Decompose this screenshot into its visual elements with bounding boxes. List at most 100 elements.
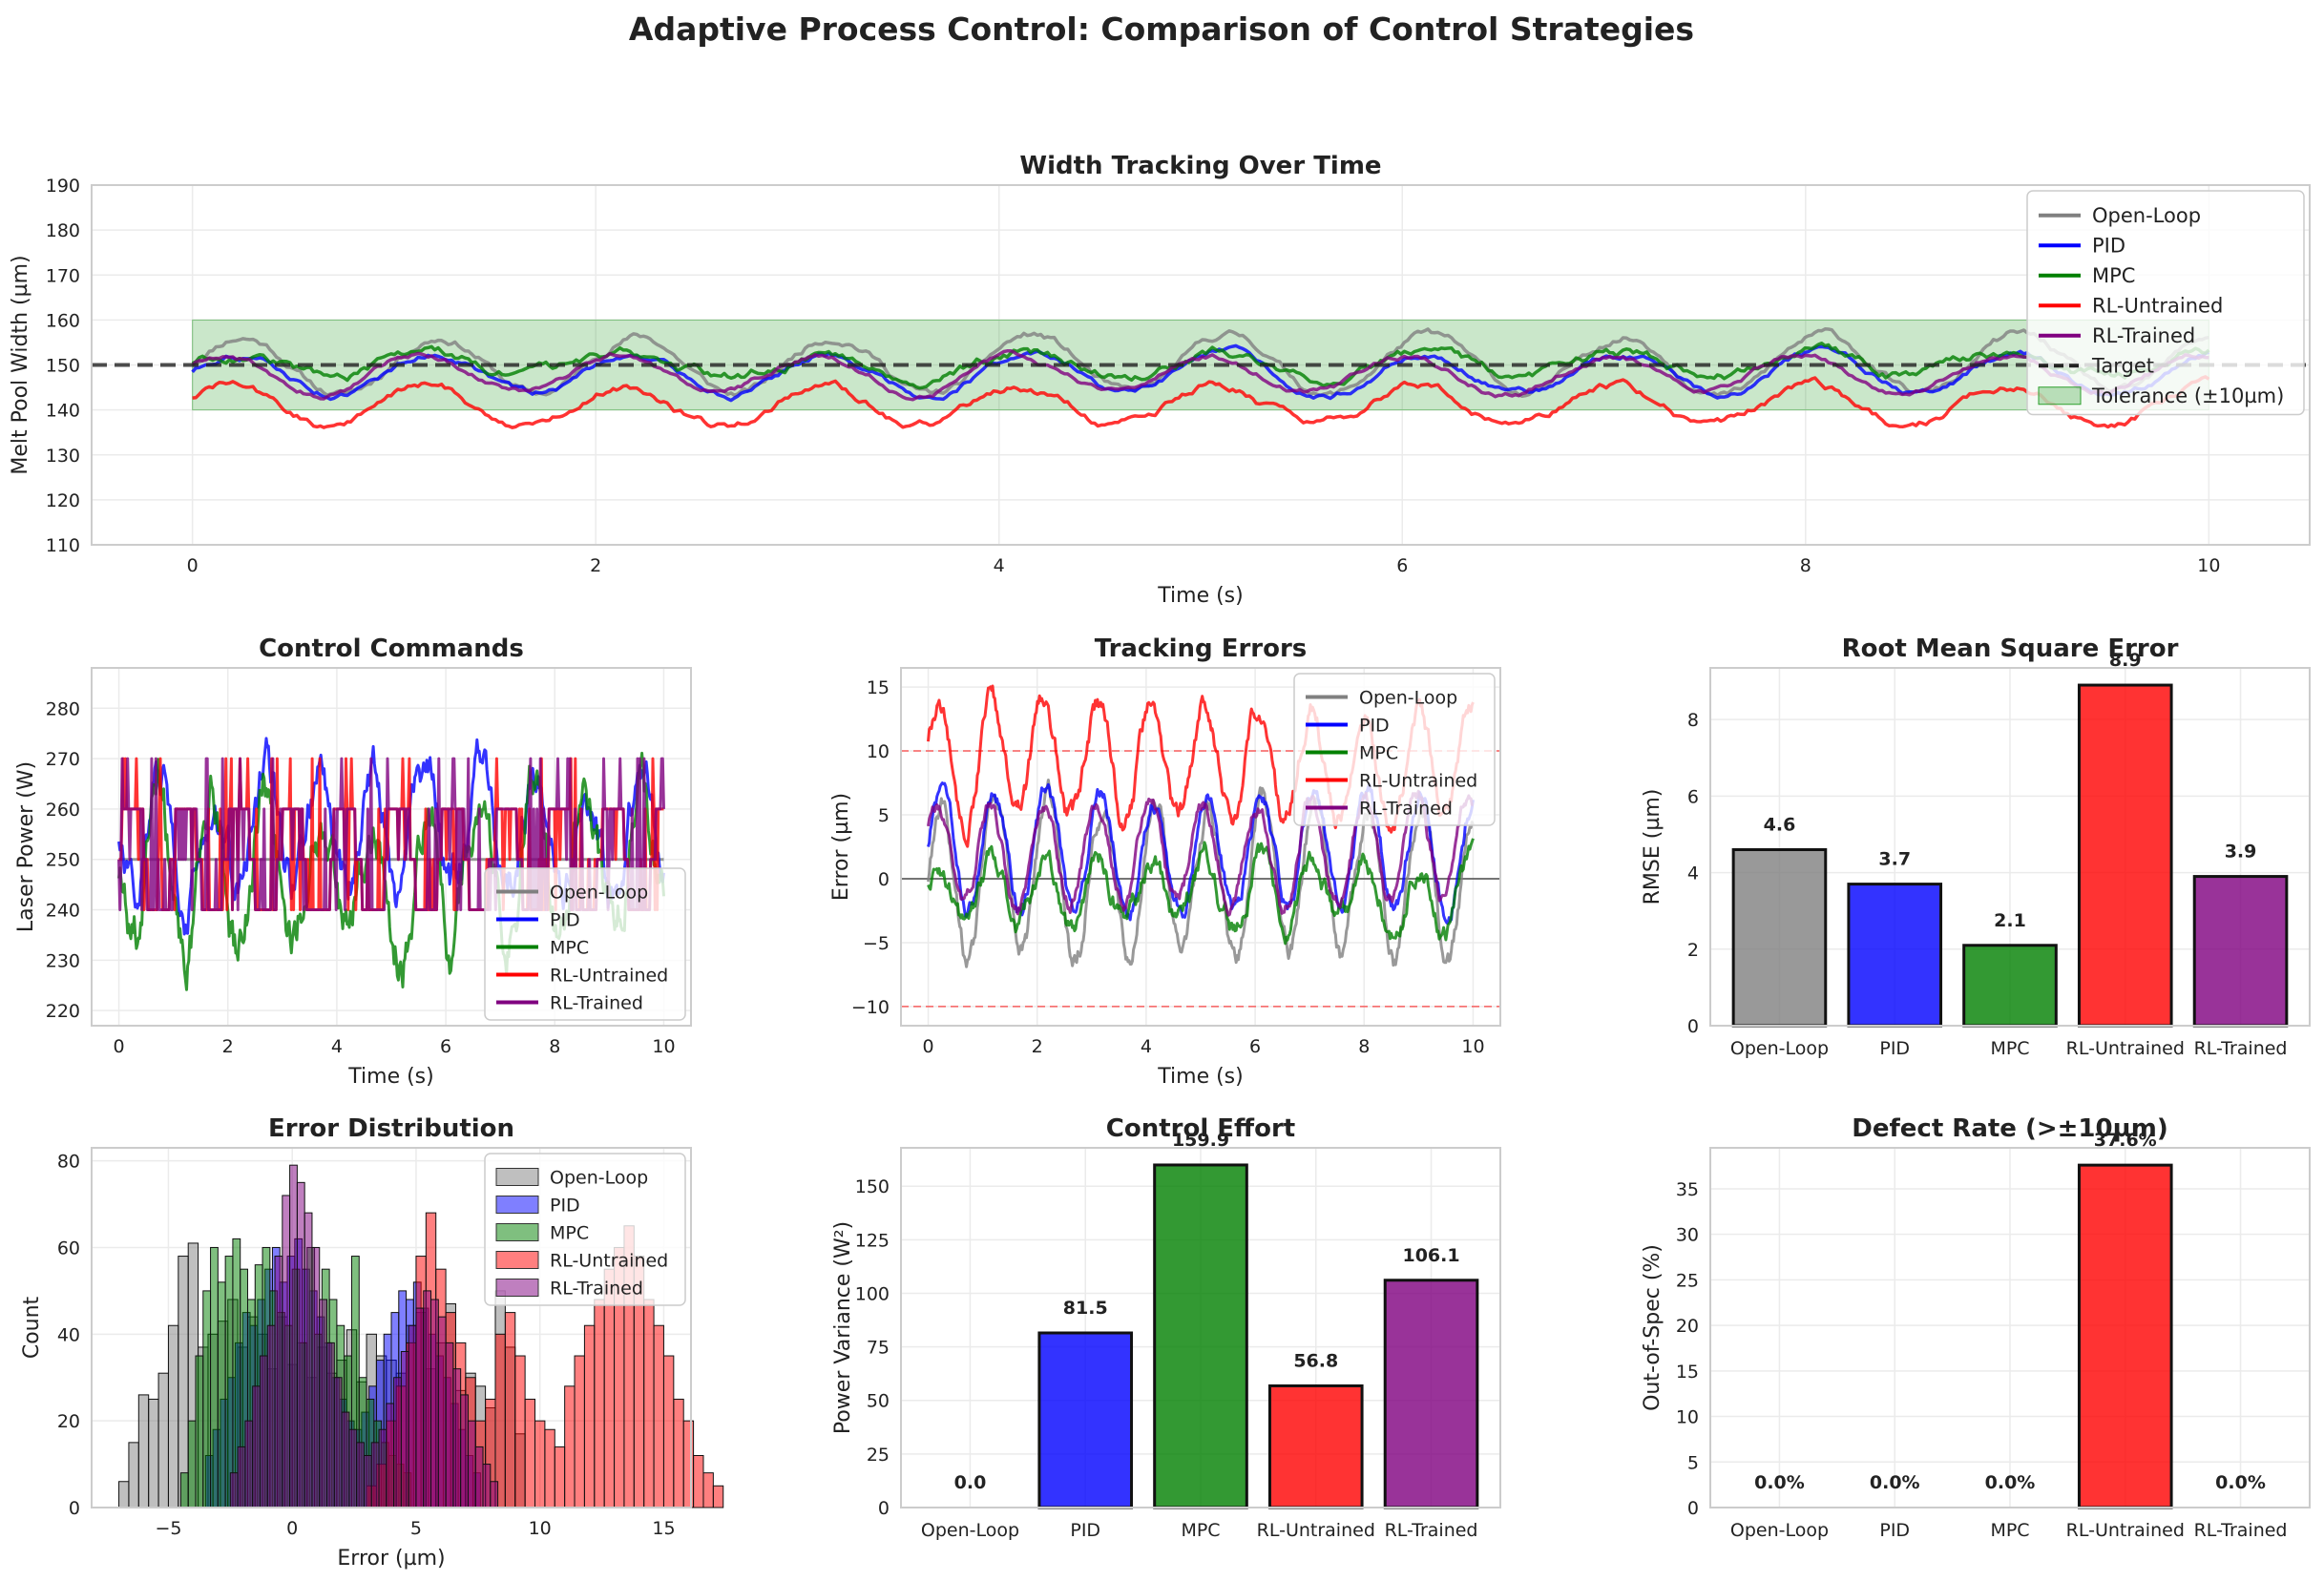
effort-ytick-label: 50 [867,1391,890,1412]
commands-ylabel: Laser Power (W) [14,761,38,932]
legend-swatch [495,1279,539,1297]
legend-swatch [495,1168,539,1186]
effort-title: Control Effort [1106,1114,1295,1143]
hist-bar-rl-trained [266,1324,276,1508]
legend-swatch [495,1196,539,1214]
effort-ytick-label: 150 [855,1176,890,1197]
legend-box [1293,673,1496,826]
series-line-mpc [927,838,1475,946]
effort-value-label: 56.8 [1293,1350,1338,1371]
legend-label: Open-Loop [550,883,648,904]
defect-data: 0.0% Open-Loop 0.0% PID 0.0% MPC 37.6% RL-Untra… [1730,1130,2288,1541]
series-line-rl-trained [191,348,2209,402]
legend-label: MPC [550,938,589,959]
effort-value-label: 81.5 [1063,1298,1108,1319]
errors-xtick-label: 8 [1358,1036,1370,1057]
commands-ytick-label: 280 [46,698,80,719]
rmse-value-label: 8.9 [2109,650,2142,671]
legend-label: Open-Loop [2092,204,2201,227]
hist-bar-rl-untrained [643,1299,655,1508]
legend-label: RL-Trained [550,993,643,1014]
width-frame [91,184,2311,546]
commands-xtick-label: 6 [440,1036,451,1057]
hist-bar-rl-untrained [594,1299,605,1508]
rmse-category-label: MPC [1990,1038,2029,1059]
legend-label: MPC [2092,264,2135,287]
defect-frame [1709,1147,2311,1508]
rmse-ytick-label: 2 [1687,940,1699,961]
distribution-xtick-label: 10 [529,1518,552,1539]
legend-label: RL-Trained [550,1279,643,1300]
commands-panel: 220 230 240 250 260 270 280 0 2 4 6 8 10 Control Comm… [14,634,692,1089]
hist-bar-open-loop [157,1372,169,1508]
effort-category-label: MPC [1181,1520,1220,1541]
width-legend: Open-Loop PID MPC RL-Untrained RL-Trained Tar… [2026,190,2305,416]
effort-ytick-label: 125 [855,1230,890,1251]
rmse-category-label: RL-Untrained [2066,1038,2185,1059]
defect-ytick-label: 5 [1687,1452,1699,1473]
rmse-ytick-label: 0 [1687,1016,1699,1037]
rmse-bar-open-loop [1731,848,1828,1028]
distribution-xtick-label: 0 [286,1518,298,1539]
rmse-value-label: 2.1 [1994,910,2026,931]
distribution-panel: 0 20 40 60 80 −5 0 5 10 15 Error Distribution Error… [20,1114,724,1571]
distribution-legend: Open-Loop PID MPC RL-Untrained RL-Trained [484,1153,686,1306]
legend-label: PID [2092,234,2125,257]
hist-bar-rl-untrained [574,1355,585,1508]
hist-bar-rl-trained [304,1212,313,1508]
hist-bar-rl-trained [370,1442,380,1508]
hist-bar-rl-untrained [514,1355,526,1508]
defect-bar-rl-untrained [2077,1163,2173,1509]
legend-label: RL-Trained [1359,799,1453,820]
commands-ytick-label: 260 [46,800,80,821]
defect-ytick-label: 25 [1676,1270,1699,1291]
rmse-value-label: 3.9 [2225,842,2257,863]
hist-bar-rl-trained [378,1428,387,1508]
errors-ytick-label: 5 [878,805,890,826]
hist-bar-rl-trained [229,1472,239,1508]
commands-xtick-label: 2 [222,1036,234,1057]
hist-bar-rl-trained [296,1181,305,1508]
defect-title: Defect Rate (>±10µm) [1852,1114,2167,1143]
width-panel: 110 120 130 140 150 160 170 180 190 0 2 4 6 8 10 Width … [9,152,2311,608]
commands-ytick-label: 240 [46,901,80,922]
hist-bar-rl-untrained [504,1312,516,1508]
hist-bar-mpc [224,1256,234,1508]
errors-xtick-label: 6 [1249,1036,1261,1057]
legend-label: RL-Trained [2092,324,2195,347]
hist-bar-rl-untrained [653,1324,664,1508]
hist-bar-rl-untrained [564,1385,576,1508]
defect-ytick-label: 15 [1676,1362,1699,1383]
hist-bar-rl-trained [452,1368,462,1508]
defect-value-label: 37.6% [2094,1130,2157,1151]
hist-bar-rl-trained [490,1481,499,1508]
hist-bar-open-loop [178,1256,189,1508]
hist-bar-rl-trained [244,1420,254,1508]
distribution-ytick-label: 80 [57,1152,80,1173]
defect-ylabel: Out-of-Spec (%) [1641,1244,1664,1411]
commands-xtick-label: 4 [331,1036,343,1057]
legend-label: Open-Loop [1359,688,1457,709]
hist-bar-mpc [187,1420,197,1508]
effort-category-label: Open-Loop [921,1520,1019,1541]
rmse-frame [1709,667,2311,1027]
figure-title: Adaptive Process Control: Comparison of … [629,10,1694,48]
legend-label: PID [550,910,580,931]
defect-category-label: RL-Trained [2194,1520,2288,1541]
hist-bar-rl-trained [319,1299,328,1508]
hist-bar-mpc [210,1246,219,1508]
hist-bar-open-loop [148,1398,159,1508]
defect-value-label: 0.0% [1985,1472,2036,1493]
hist-bar-mpc [202,1290,212,1508]
errors-ytick-label: −5 [863,933,890,954]
legend-label: Open-Loop [550,1168,648,1189]
legend-label: Target [2091,354,2154,377]
distribution-ytick-label: 20 [57,1411,80,1432]
defect-ytick-label: 10 [1676,1407,1699,1428]
commands-ytick-label: 270 [46,749,80,770]
effort-bar-pid [1037,1331,1134,1509]
commands-legend: Open-Loop PID MPC RL-Untrained RL-Trained [484,867,686,1021]
errors-xlabel: Time (s) [1157,1065,1243,1089]
legend-label: PID [550,1196,580,1217]
series-line-mpc [117,751,665,991]
